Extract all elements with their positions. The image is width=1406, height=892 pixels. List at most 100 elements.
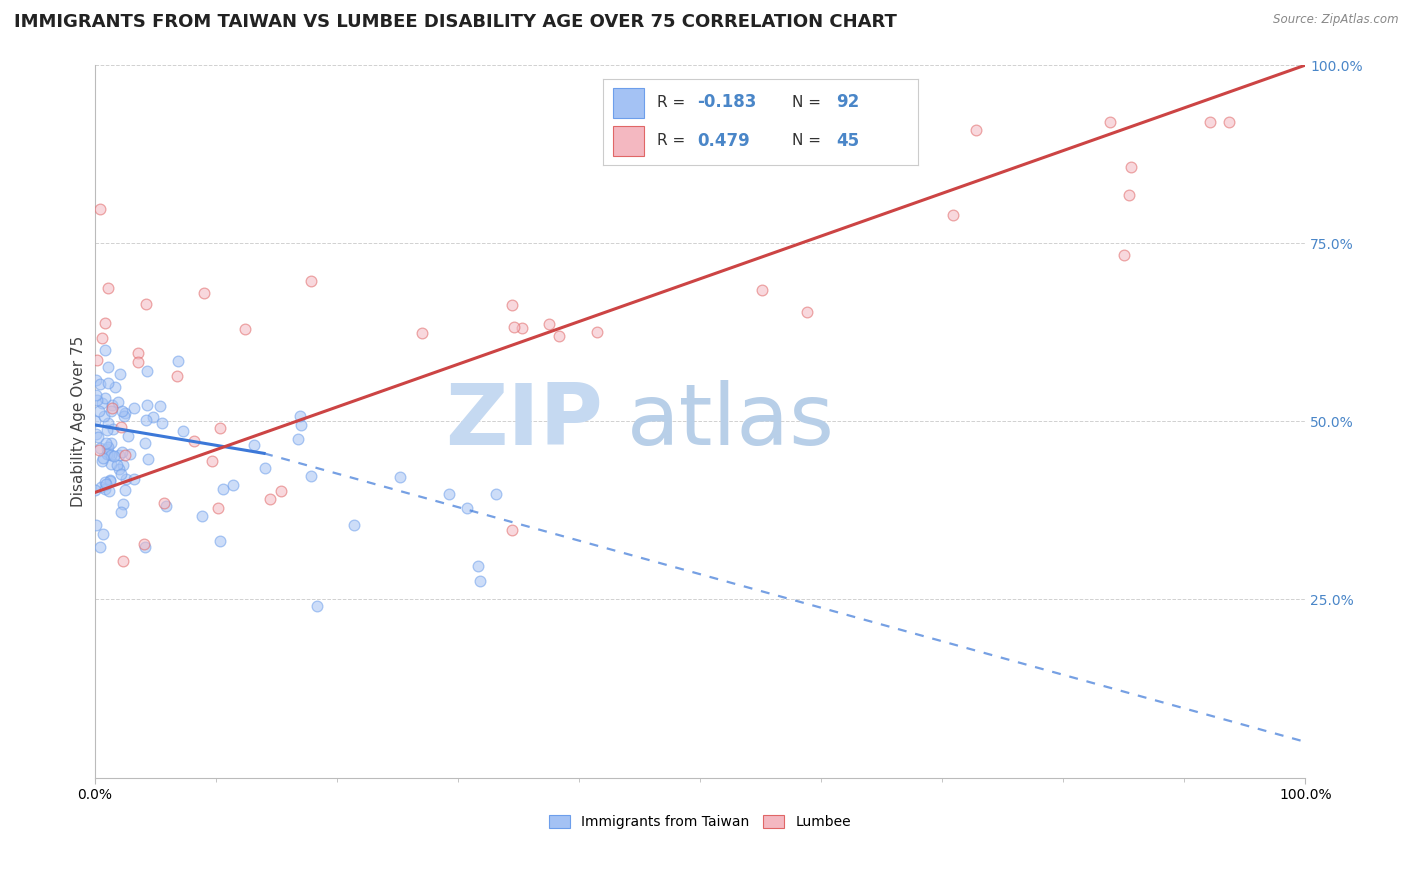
Point [90,453,112,467]
Point [101,401,124,415]
Point [111,458,134,472]
Point [89,377,111,392]
Point [299,275,322,289]
Point [120,447,142,461]
Point [1112,248,1135,262]
Point [96,424,118,438]
Point [101,422,124,436]
Point [107,395,129,409]
Point [456,500,478,515]
Point [97,359,120,374]
Point [1118,188,1140,202]
Point [259,491,281,506]
Point [343,518,366,533]
Point [485,487,508,501]
Point [307,599,329,613]
Point [108,367,131,381]
Point [242,438,264,452]
Point [166,368,188,383]
Point [86,353,108,368]
Point [96,442,118,456]
Point [124,472,146,486]
Point [467,558,489,573]
Point [86,392,108,407]
Point [135,364,157,378]
Point [136,451,159,466]
Point [1218,115,1240,129]
Point [98,447,121,461]
Point [98,473,121,487]
Point [756,128,779,142]
Point [127,345,149,359]
Point [114,483,136,498]
Point [112,409,135,423]
Point [84,388,107,402]
Point [97,484,120,499]
Point [96,477,118,491]
Point [290,418,312,433]
Point [166,353,188,368]
Point [97,417,120,431]
Point [100,457,122,471]
Point [501,523,523,537]
Point [103,380,125,394]
Point [845,115,868,129]
Point [91,331,114,345]
Point [1099,115,1122,129]
Point [965,122,987,136]
Point [105,458,128,473]
Point [96,447,118,461]
Point [84,517,107,532]
Legend: Immigrants from Taiwan, Lumbee: Immigrants from Taiwan, Lumbee [544,810,856,835]
Point [548,329,571,343]
Point [270,484,292,499]
Point [97,376,120,390]
Point [93,343,115,357]
Point [91,527,114,541]
Point [501,298,523,312]
Point [142,409,165,424]
Point [208,421,231,435]
Point [117,429,139,443]
Point [134,435,156,450]
Point [135,296,157,310]
Point [103,449,125,463]
Point [112,497,135,511]
Point [110,404,132,418]
Point [84,414,107,428]
Point [93,391,115,405]
Point [132,537,155,551]
Point [172,424,194,438]
Point [1199,115,1222,129]
Point [299,469,322,483]
Point [100,436,122,450]
Point [751,283,773,297]
Point [512,321,534,335]
Text: ZIP: ZIP [446,380,603,463]
Point [201,453,224,467]
Point [100,448,122,462]
Point [86,430,108,444]
Point [135,413,157,427]
Point [155,499,177,513]
Point [93,316,115,330]
Point [87,404,110,418]
Point [94,482,117,496]
Point [91,451,114,466]
Point [97,440,120,454]
Y-axis label: Disability Age Over 75: Disability Age Over 75 [72,335,86,507]
Point [127,355,149,369]
Point [149,399,172,413]
Point [115,472,138,486]
Point [84,373,107,387]
Point [91,396,114,410]
Point [100,404,122,418]
Text: IMMIGRANTS FROM TAIWAN VS LUMBEE DISABILITY AGE OVER 75 CORRELATION CHART: IMMIGRANTS FROM TAIWAN VS LUMBEE DISABIL… [14,13,897,31]
Point [111,445,134,459]
Point [98,475,121,489]
Point [90,480,112,494]
Point [389,470,412,484]
Point [89,441,111,455]
Text: atlas: atlas [627,380,835,463]
Point [97,281,120,295]
